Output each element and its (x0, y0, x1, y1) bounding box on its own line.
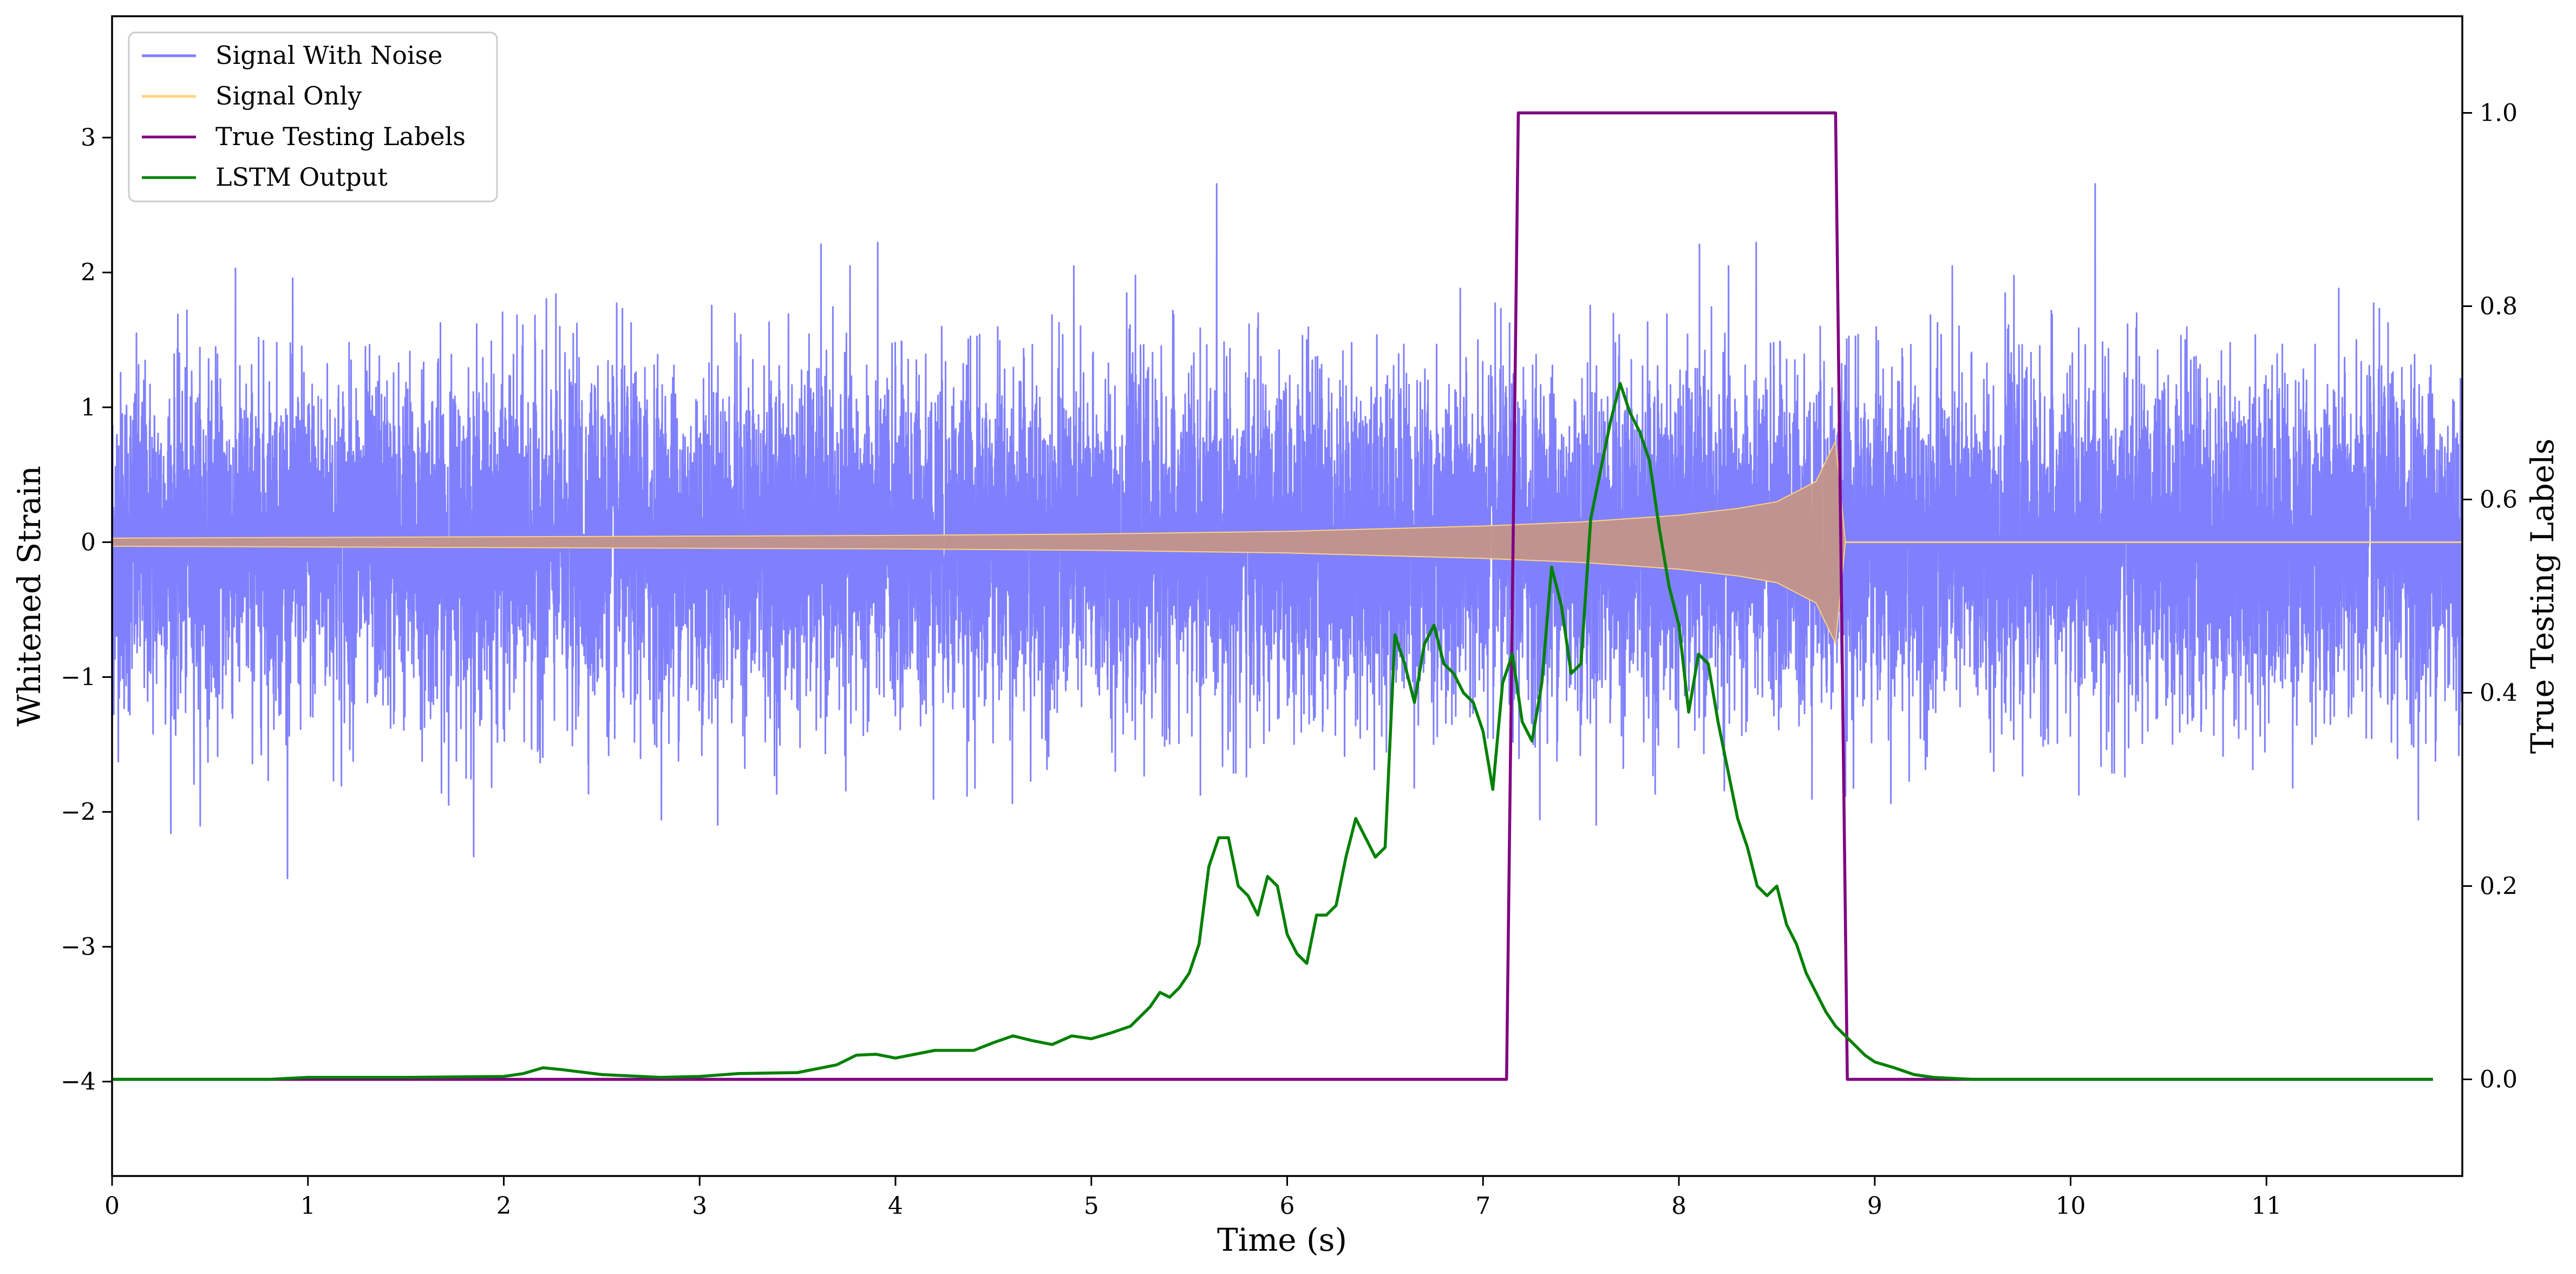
legend-label-signal-with-noise: Signal With Noise (215, 41, 442, 70)
y-right-tick-label-0-2: 0.2 (2480, 873, 2518, 900)
x-tick-label-2: 2 (496, 1192, 512, 1220)
x-tick-label-0: 0 (104, 1192, 120, 1220)
y-axis-right-ticks: 0.0 0.2 0.4 0.6 0.8 1.0 (2462, 100, 2518, 1094)
y-right-tick-label-0: 0.0 (2480, 1066, 2518, 1094)
x-tick-label-8: 8 (1671, 1192, 1686, 1220)
legend-box (128, 31, 498, 202)
x-tick-label-7: 7 (1475, 1192, 1490, 1220)
plot-area (112, 111, 2462, 1081)
y-right-tick-label-0-4: 0.4 (2480, 680, 2518, 707)
x-tick-label-1: 1 (300, 1192, 316, 1220)
x-tick-label-10: 10 (2056, 1192, 2086, 1220)
y-right-tick-label-0-8: 0.8 (2480, 293, 2518, 321)
y-left-tick-label-0: 0 (81, 528, 96, 556)
legend: Signal With Noise Signal Only True Testi… (128, 31, 498, 202)
y-left-tick-label-2: −2 (61, 799, 96, 826)
signal-with-noise-series (112, 183, 2462, 879)
x-axis-title: Time (s) (1217, 1221, 1347, 1258)
x-axis-ticks: 0 1 2 3 4 5 6 7 8 9 10 11 (104, 1176, 2281, 1220)
x-tick-label-6: 6 (1280, 1192, 1295, 1220)
x-tick-label-3: 3 (692, 1192, 707, 1220)
signal-with-noise-line (112, 183, 2462, 879)
lstm-output-series (112, 382, 2433, 1081)
legend-label-signal-only: Signal Only (215, 81, 362, 110)
y-left-tick-label-3: 3 (81, 124, 96, 152)
legend-label-true-testing-labels: True Testing Labels (215, 122, 466, 151)
y-axis-left-ticks: −4 −3 −2 −1 0 1 2 3 (61, 124, 112, 1096)
y-axis-left-title: Whitened Strain (11, 466, 48, 727)
y-right-tick-label-1: 1.0 (2480, 100, 2518, 127)
x-tick-label-11: 11 (2251, 1192, 2281, 1220)
lstm-output-line (112, 382, 2433, 1081)
y-left-tick-label-4: −4 (61, 1068, 96, 1096)
y-axis-right-title: True Testing Labels (2524, 439, 2561, 754)
y-left-tick-label-2: 2 (81, 259, 96, 286)
x-tick-label-9: 9 (1867, 1192, 1882, 1220)
x-tick-label-4: 4 (888, 1192, 903, 1220)
y-left-tick-label-1: 1 (81, 394, 96, 421)
y-left-tick-label-3: −3 (61, 933, 96, 961)
legend-label-lstm-output: LSTM Output (215, 162, 388, 192)
y-left-tick-label-1: −1 (61, 663, 96, 691)
signal-only-series (112, 439, 2462, 645)
y-right-tick-label-0-6: 0.6 (2480, 486, 2518, 514)
x-tick-label-5: 5 (1084, 1192, 1099, 1220)
